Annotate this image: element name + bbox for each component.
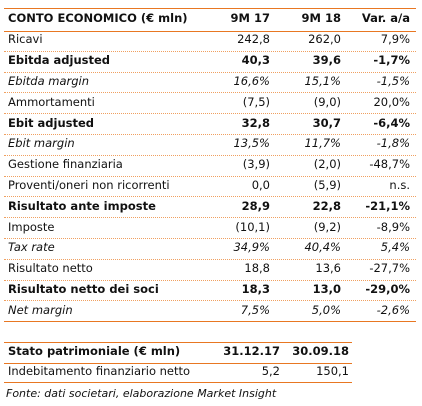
value-cell: 5,4% — [380, 240, 410, 255]
value-cell: (7,5) — [242, 94, 270, 109]
value-cell: 18,3 — [241, 282, 270, 296]
row-label: Risultato netto dei soci — [8, 282, 159, 296]
value-cell: 9M 18 — [301, 11, 341, 25]
row-label: Ebit margin — [8, 136, 75, 151]
value-cell: 39,6 — [312, 53, 341, 68]
value-cell: Var. a/a — [361, 11, 410, 25]
table-header — [4, 8, 416, 32]
row-separator — [4, 196, 416, 219]
row-separator — [4, 259, 416, 281]
row-separator — [4, 72, 416, 94]
value-cell: 13,0 — [312, 282, 341, 296]
value-cell: 32,8 — [241, 115, 270, 130]
row-label: Ricavi — [8, 32, 43, 47]
value-cell: 28,9 — [241, 198, 270, 213]
row-label: Proventi/oneri non ricorrenti — [8, 178, 170, 192]
value-cell: -21,1% — [365, 198, 410, 213]
value-cell: 40,4% — [304, 240, 341, 255]
row-separator — [4, 92, 416, 115]
value-cell: 31.12.17 — [223, 344, 280, 358]
value-cell: 7,5% — [240, 302, 270, 317]
row-label: Tax rate — [8, 240, 55, 255]
value-cell: 40,3 — [241, 53, 270, 68]
row-label: Indebitamento finanziario netto — [8, 364, 191, 378]
row-separator — [4, 300, 416, 323]
row-separator — [4, 362, 352, 383]
row-label: Ebitda adjusted — [8, 53, 111, 68]
value-cell: -27,7% — [369, 261, 410, 276]
value-cell: (5,9) — [313, 178, 341, 192]
value-cell: -6,4% — [373, 115, 410, 130]
value-cell: 30.09.18 — [292, 344, 349, 358]
value-cell: -1,7% — [373, 53, 410, 68]
row-label: Imposte — [8, 219, 55, 234]
value-cell: 13,6 — [315, 261, 341, 276]
value-cell: (9,2) — [313, 219, 341, 234]
row-label: Stato patrimoniale (€ mln) — [8, 344, 181, 358]
row-separator — [4, 30, 416, 52]
value-cell: 9M 17 — [230, 11, 270, 25]
value-cell: n.s. — [389, 178, 410, 192]
row-label: Ebit adjusted — [8, 115, 95, 130]
row-label: Risultato ante imposte — [8, 198, 156, 213]
source-note: Fonte: dati societari, elaborazione Mark… — [6, 387, 277, 400]
value-cell: 150,1 — [316, 364, 349, 378]
value-cell: 13,5% — [233, 136, 270, 151]
row-separator — [4, 155, 416, 177]
row-label: Net margin — [8, 302, 73, 317]
row-separator — [4, 238, 416, 260]
value-cell: 15,1% — [304, 74, 341, 88]
table-header — [4, 342, 352, 364]
value-cell: -29,0% — [365, 282, 410, 296]
value-cell: -8,9% — [376, 219, 410, 234]
value-cell: (9,0) — [313, 94, 341, 109]
row-separator — [4, 280, 416, 302]
value-cell: 11,7% — [304, 136, 341, 151]
value-cell: 18,8 — [244, 261, 270, 276]
value-cell: (3,9) — [242, 157, 270, 172]
value-cell: 30,7 — [312, 115, 341, 130]
value-cell: 5,2 — [261, 364, 280, 378]
value-cell: 262,0 — [308, 32, 341, 47]
row-separator — [4, 217, 416, 239]
value-cell: 242,8 — [237, 32, 270, 47]
row-label: Ammortamenti — [8, 94, 95, 109]
value-cell: -2,6% — [376, 302, 410, 317]
value-cell: 7,9% — [380, 32, 410, 47]
value-cell: (10,1) — [235, 219, 270, 234]
value-cell: -1,8% — [376, 136, 410, 151]
value-cell: 20,0% — [373, 94, 410, 109]
value-cell: 16,6% — [233, 74, 270, 88]
value-cell: 0,0 — [251, 178, 270, 192]
row-label: Ebitda margin — [8, 74, 90, 88]
value-cell: 22,8 — [312, 198, 341, 213]
value-cell: -1,5% — [376, 74, 410, 88]
row-separator — [4, 134, 416, 156]
row-label: CONTO ECONOMICO (€ mln) — [8, 11, 188, 25]
row-separator — [4, 51, 416, 73]
row-separator — [4, 176, 416, 198]
row-label: Gestione finanziaria — [8, 157, 123, 172]
row-separator — [4, 113, 416, 135]
row-label: Risultato netto — [8, 261, 93, 276]
value-cell: (2,0) — [313, 157, 341, 172]
value-cell: -48,7% — [369, 157, 410, 172]
value-cell: 34,9% — [233, 240, 270, 255]
value-cell: 5,0% — [311, 302, 341, 317]
